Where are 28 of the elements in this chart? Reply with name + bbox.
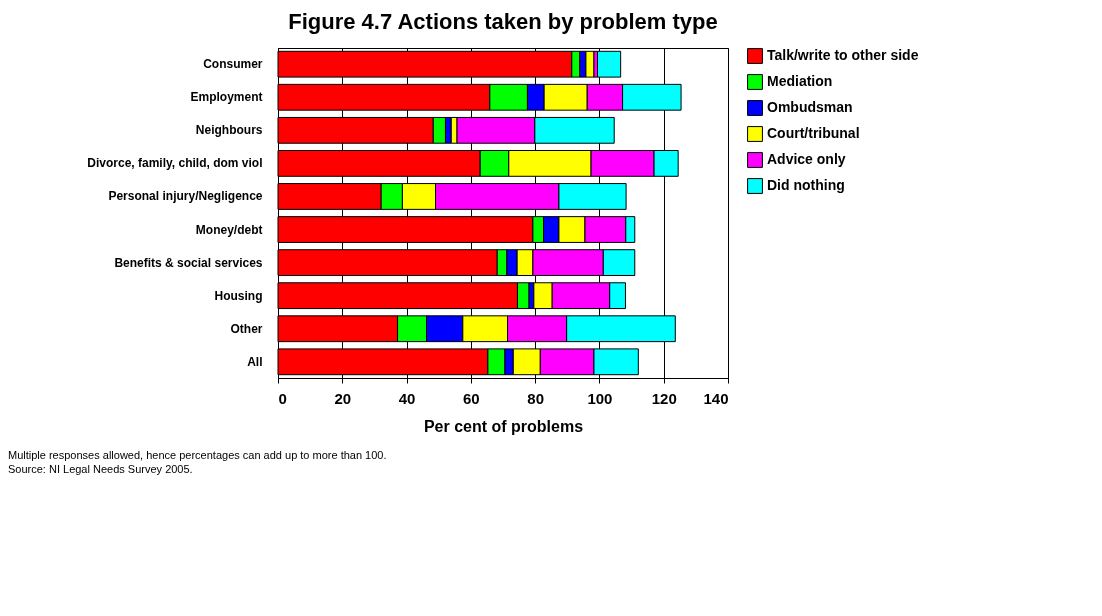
x-tick-label: 100 bbox=[587, 389, 613, 407]
x-tick-label: 20 bbox=[334, 389, 352, 407]
x-tick-label: 140 bbox=[703, 389, 729, 407]
x-tick-label: 120 bbox=[651, 389, 677, 407]
text: Multiple responses allowed, hence percentages can add up to more than 100. bbox=[8, 449, 387, 461]
y-tick-label: Employment bbox=[190, 90, 263, 105]
legend-label: Advice only bbox=[767, 151, 846, 167]
y-tick-label: Consumer bbox=[203, 57, 263, 72]
y-tick-label: Divorce, family, child, dom viol bbox=[87, 156, 263, 171]
x-tick-label: 80 bbox=[527, 389, 544, 407]
x-tick-label: 40 bbox=[398, 389, 416, 407]
y-tick-label: Other bbox=[230, 321, 263, 336]
y-tick-label: Benefits & social services bbox=[114, 255, 263, 270]
y-tick-label: Personal injury/Negligence bbox=[108, 189, 263, 204]
x-axis-title: Per cent of problems bbox=[423, 417, 584, 435]
x-tick-label: 0 bbox=[278, 389, 287, 407]
x-tick-label: 60 bbox=[463, 389, 480, 407]
y-tick-label: Housing bbox=[214, 288, 263, 303]
y-tick-label: Neighbours bbox=[195, 123, 263, 138]
y-tick-label: Money/debt bbox=[195, 222, 263, 237]
source-note: Source: NI Legal Needs Survey 2005. bbox=[8, 463, 193, 475]
legend-label: Ombudsman bbox=[767, 99, 853, 115]
legend-label: Did nothing bbox=[767, 177, 845, 193]
chart-title: Figure 4.7 Actions taken by problem type bbox=[288, 9, 718, 34]
legend-label: Talk/write to other side bbox=[767, 47, 919, 63]
y-tick-label: All bbox=[247, 354, 263, 369]
legend-label: Court/tribunal bbox=[767, 125, 860, 141]
legend-label: Mediation bbox=[767, 73, 833, 89]
